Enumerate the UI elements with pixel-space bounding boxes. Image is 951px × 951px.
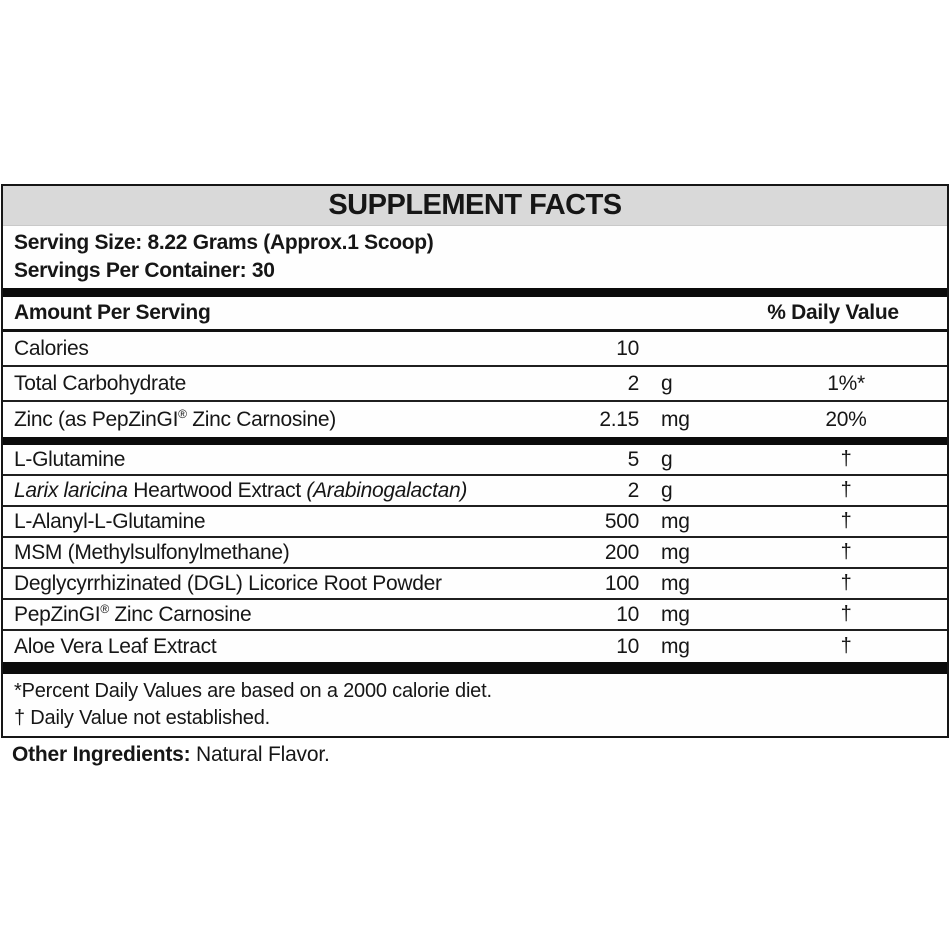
daily-value-header: % Daily Value — [767, 301, 899, 324]
other-ingredients: Other Ingredients: Natural Flavor. — [12, 743, 330, 767]
nutrient-unit: mg — [661, 602, 690, 626]
nutrient-unit: g — [661, 478, 673, 502]
nutrient-unit: mg — [661, 571, 690, 595]
nutrient-dv: † — [840, 510, 852, 532]
nutrient-dv: † — [840, 603, 852, 625]
nutrient-name: Zinc (as PepZinGI® Zinc Carnosine) — [14, 407, 539, 432]
table-row-total-carbohydrate: Total Carbohydrate 2 g 1%* — [3, 367, 947, 402]
table-row-aloe-vera: Aloe Vera Leaf Extract 10 mg † — [3, 631, 947, 662]
registered-mark: ® — [178, 407, 187, 421]
thick-separator-bottom — [3, 662, 947, 674]
other-ingredients-label: Other Ingredients: — [12, 743, 191, 766]
nutrient-name: L-Alanyl-L-Glutamine — [14, 509, 206, 533]
nutrient-name: L-Glutamine — [14, 447, 126, 471]
nutrient-name: Total Carbohydrate — [14, 371, 187, 395]
table-row-larix-laricina: Larix laricina Heartwood Extract (Arabin… — [3, 476, 947, 507]
nutrient-unit: mg — [661, 407, 690, 431]
nutrient-dv: † — [840, 448, 852, 470]
name-part: Zinc Carnosine) — [186, 408, 336, 431]
serving-size-text: Serving Size: 8.22 Grams (Approx.1 Scoop… — [14, 231, 434, 254]
table-row-zinc: Zinc (as PepZinGI® Zinc Carnosine) 2.15 … — [3, 402, 947, 437]
nutrient-unit: g — [661, 447, 673, 471]
amount-per-serving-header: Amount Per Serving — [14, 301, 211, 324]
footnote-percent-dv: *Percent Daily Values are based on a 200… — [14, 680, 492, 702]
column-header-row: Amount Per Serving % Daily Value — [3, 297, 947, 332]
nutrient-dv: 20% — [825, 407, 867, 431]
nutrient-amount: 10 — [616, 602, 639, 626]
nutrient-amount: 10 — [616, 336, 639, 360]
nutrient-name: MSM (Methylsulfonylmethane) — [14, 540, 290, 564]
thick-separator-middle — [3, 437, 947, 445]
registered-mark: ® — [100, 602, 109, 616]
nutrient-unit: mg — [661, 509, 690, 533]
nutrient-amount: 10 — [616, 634, 639, 658]
botanical-name: Larix laricina — [14, 478, 128, 502]
title-band: SUPPLEMENT FACTS — [3, 186, 947, 226]
nutrient-amount: 2.15 — [599, 407, 639, 431]
nutrient-name: PepZinGI® Zinc Carnosine — [14, 602, 539, 627]
table-row-dgl-licorice: Deglycyrrhizinated (DGL) Licorice Root P… — [3, 569, 947, 600]
footnotes: *Percent Daily Values are based on a 200… — [3, 674, 947, 736]
serving-info: Serving Size: 8.22 Grams (Approx.1 Scoop… — [3, 226, 947, 288]
nutrient-unit: mg — [661, 634, 690, 658]
nutrient-dv: † — [840, 572, 852, 594]
table-row-l-glutamine: L-Glutamine 5 g † — [3, 445, 947, 476]
footnote-dagger: † Daily Value not established. — [14, 707, 271, 729]
botanical-synonym: (Arabinogalactan) — [306, 478, 468, 502]
nutrient-name: Aloe Vera Leaf Extract — [14, 634, 217, 658]
nutrient-dv: † — [840, 479, 852, 501]
nutrient-amount: 500 — [604, 509, 639, 533]
nutrient-name: Deglycyrrhizinated (DGL) Licorice Root P… — [14, 571, 442, 595]
name-part: Zinc (as PepZinGI — [14, 408, 179, 431]
nutrient-dv: 1%* — [827, 371, 865, 395]
table-row-calories: Calories 10 — [3, 332, 947, 367]
thick-separator-top — [3, 288, 947, 297]
nutrient-unit: mg — [661, 540, 690, 564]
nutrient-amount: 100 — [604, 571, 639, 595]
table-row-pepzingi: PepZinGI® Zinc Carnosine 10 mg † — [3, 600, 947, 631]
nutrient-name: Larix laricina Heartwood Extract (Arabin… — [14, 479, 539, 503]
table-row-msm: MSM (Methylsulfonylmethane) 200 mg † — [3, 538, 947, 569]
name-part: PepZinGI — [14, 603, 101, 626]
servings-per-container-text: Servings Per Container: 30 — [14, 259, 275, 282]
other-ingredients-value: Natural Flavor. — [190, 743, 330, 766]
nutrient-amount: 2 — [627, 371, 640, 395]
nutrient-amount: 5 — [627, 447, 640, 471]
nutrient-name: Calories — [14, 336, 89, 360]
supplement-facts-panel: SUPPLEMENT FACTS Serving Size: 8.22 Gram… — [1, 184, 949, 738]
page-title: SUPPLEMENT FACTS — [328, 189, 622, 221]
name-part: Zinc Carnosine — [108, 603, 252, 626]
table-row-l-alanyl-l-glutamine: L-Alanyl-L-Glutamine 500 mg † — [3, 507, 947, 538]
nutrient-unit: g — [661, 371, 673, 395]
nutrient-amount: 2 — [627, 478, 640, 502]
name-part: Heartwood Extract — [127, 478, 307, 502]
nutrient-dv: † — [840, 635, 852, 657]
nutrient-amount: 200 — [604, 540, 639, 564]
nutrient-dv: † — [840, 541, 852, 563]
